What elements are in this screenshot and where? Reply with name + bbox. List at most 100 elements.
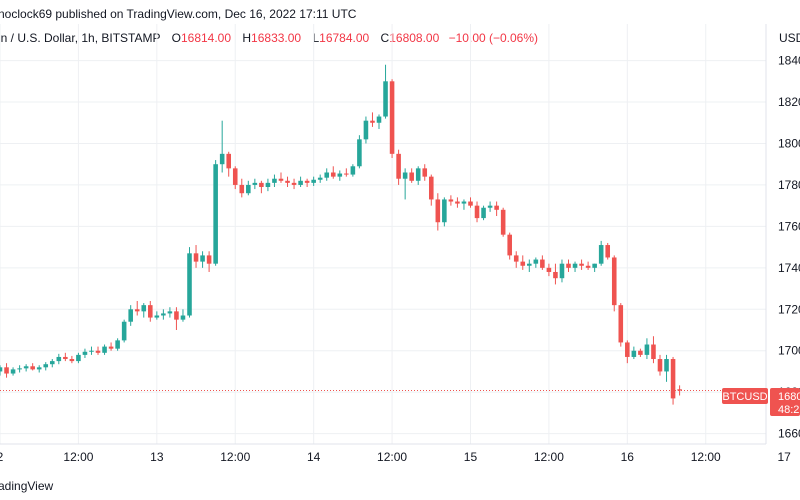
- candle-body: [670, 359, 676, 399]
- candle: [428, 174, 434, 206]
- candle: [200, 251, 205, 268]
- candle: [291, 178, 297, 190]
- candle-body: [69, 359, 75, 362]
- candle: [259, 180, 264, 194]
- candle-body: [618, 305, 624, 343]
- candle: [317, 174, 323, 183]
- candle: [134, 300, 140, 316]
- x-tick-label: 14: [307, 450, 321, 464]
- candle-body: [0, 367, 3, 372]
- y-tick-label: 1820: [778, 95, 800, 109]
- candle-body: [108, 346, 114, 349]
- candle-body: [435, 199, 441, 223]
- low-value: 16784.00: [319, 31, 370, 45]
- candle-body: [350, 166, 356, 175]
- candle: [330, 166, 336, 179]
- candle: [422, 164, 428, 181]
- candle-body: [494, 205, 499, 210]
- candle: [311, 176, 316, 186]
- candle: [513, 251, 519, 268]
- high-label: H: [242, 31, 252, 45]
- candle: [415, 166, 421, 185]
- y-tick-label: 1800: [778, 136, 800, 150]
- symbol-tag: BTCUSD: [722, 391, 767, 403]
- candle: [540, 255, 545, 270]
- candle-body: [252, 182, 258, 185]
- candle: [167, 307, 173, 318]
- candle: [324, 168, 330, 181]
- candle-body: [664, 359, 669, 372]
- candle: [4, 363, 9, 378]
- grid-lines: [0, 24, 766, 444]
- candle-body: [370, 120, 375, 123]
- candle-body: [572, 263, 578, 268]
- candle: [337, 170, 343, 181]
- publish-line: noclock69 published on TradingView.com, …: [0, 7, 357, 21]
- candle-body: [611, 257, 617, 306]
- candle-body: [304, 180, 310, 183]
- candle: [487, 201, 493, 212]
- candle-body: [206, 255, 212, 264]
- candle: [383, 64, 388, 119]
- candle-body: [363, 120, 369, 140]
- candle: [10, 367, 16, 376]
- x-tick-label: 15: [464, 450, 478, 464]
- close-value: 16808.00: [389, 31, 440, 45]
- candle-body: [141, 305, 147, 312]
- candle: [553, 263, 558, 285]
- candle: [17, 365, 22, 373]
- candle: [598, 240, 604, 266]
- candle-body: [56, 356, 62, 362]
- candle-body: [246, 184, 251, 194]
- candle: [461, 199, 467, 210]
- candle-body: [161, 313, 166, 316]
- candle-body: [520, 261, 526, 266]
- candle-body: [167, 311, 173, 314]
- candle: [442, 197, 447, 227]
- candle-body: [4, 367, 9, 374]
- candle-body: [148, 305, 153, 318]
- candle: [618, 303, 624, 347]
- candle: [344, 168, 349, 177]
- candle-body: [579, 263, 584, 266]
- candle: [455, 197, 460, 208]
- candle: [357, 135, 362, 169]
- x-tick-label: 12:00: [534, 450, 564, 464]
- candle: [239, 178, 245, 198]
- candle: [180, 309, 186, 322]
- candle-body: [102, 346, 107, 353]
- candle: [23, 364, 29, 372]
- candle-body: [422, 168, 428, 177]
- candle: [559, 259, 565, 283]
- candle: [102, 344, 107, 355]
- y-tick-label: 1840: [778, 54, 800, 68]
- candle: [56, 353, 62, 365]
- candle: [468, 197, 473, 208]
- candle-body: [187, 253, 192, 316]
- candle: [161, 309, 166, 320]
- candle-body: [605, 245, 611, 258]
- symbol-tag-bg: [722, 388, 768, 404]
- candle: [376, 114, 382, 129]
- candle: [363, 116, 369, 144]
- candle-body: [487, 205, 493, 208]
- candle: [95, 346, 101, 355]
- price-tag-value: 1680: [778, 391, 800, 403]
- y-tick-label: 1660: [778, 427, 800, 441]
- time-axis[interactable]: 2 12:00 13 12:00 14 12:00 15 12:00 16 12:00 17: [0, 443, 791, 464]
- candle: [448, 195, 454, 206]
- candle-body: [121, 321, 127, 341]
- candle: [154, 311, 160, 320]
- candle-body: [631, 350, 637, 357]
- candle: [298, 176, 303, 188]
- candle-body: [357, 139, 362, 167]
- candle-body: [317, 177, 323, 180]
- candle: [174, 307, 179, 331]
- candle-body: [396, 153, 401, 179]
- price-axis[interactable]: 1660 1680 1700 1720 1740 1760 1780 1800 1820 1840: [765, 24, 800, 444]
- candle-body: [402, 172, 408, 179]
- candle-body: [540, 259, 545, 268]
- x-tick-label: 12:00: [377, 450, 407, 464]
- candle: [226, 151, 231, 177]
